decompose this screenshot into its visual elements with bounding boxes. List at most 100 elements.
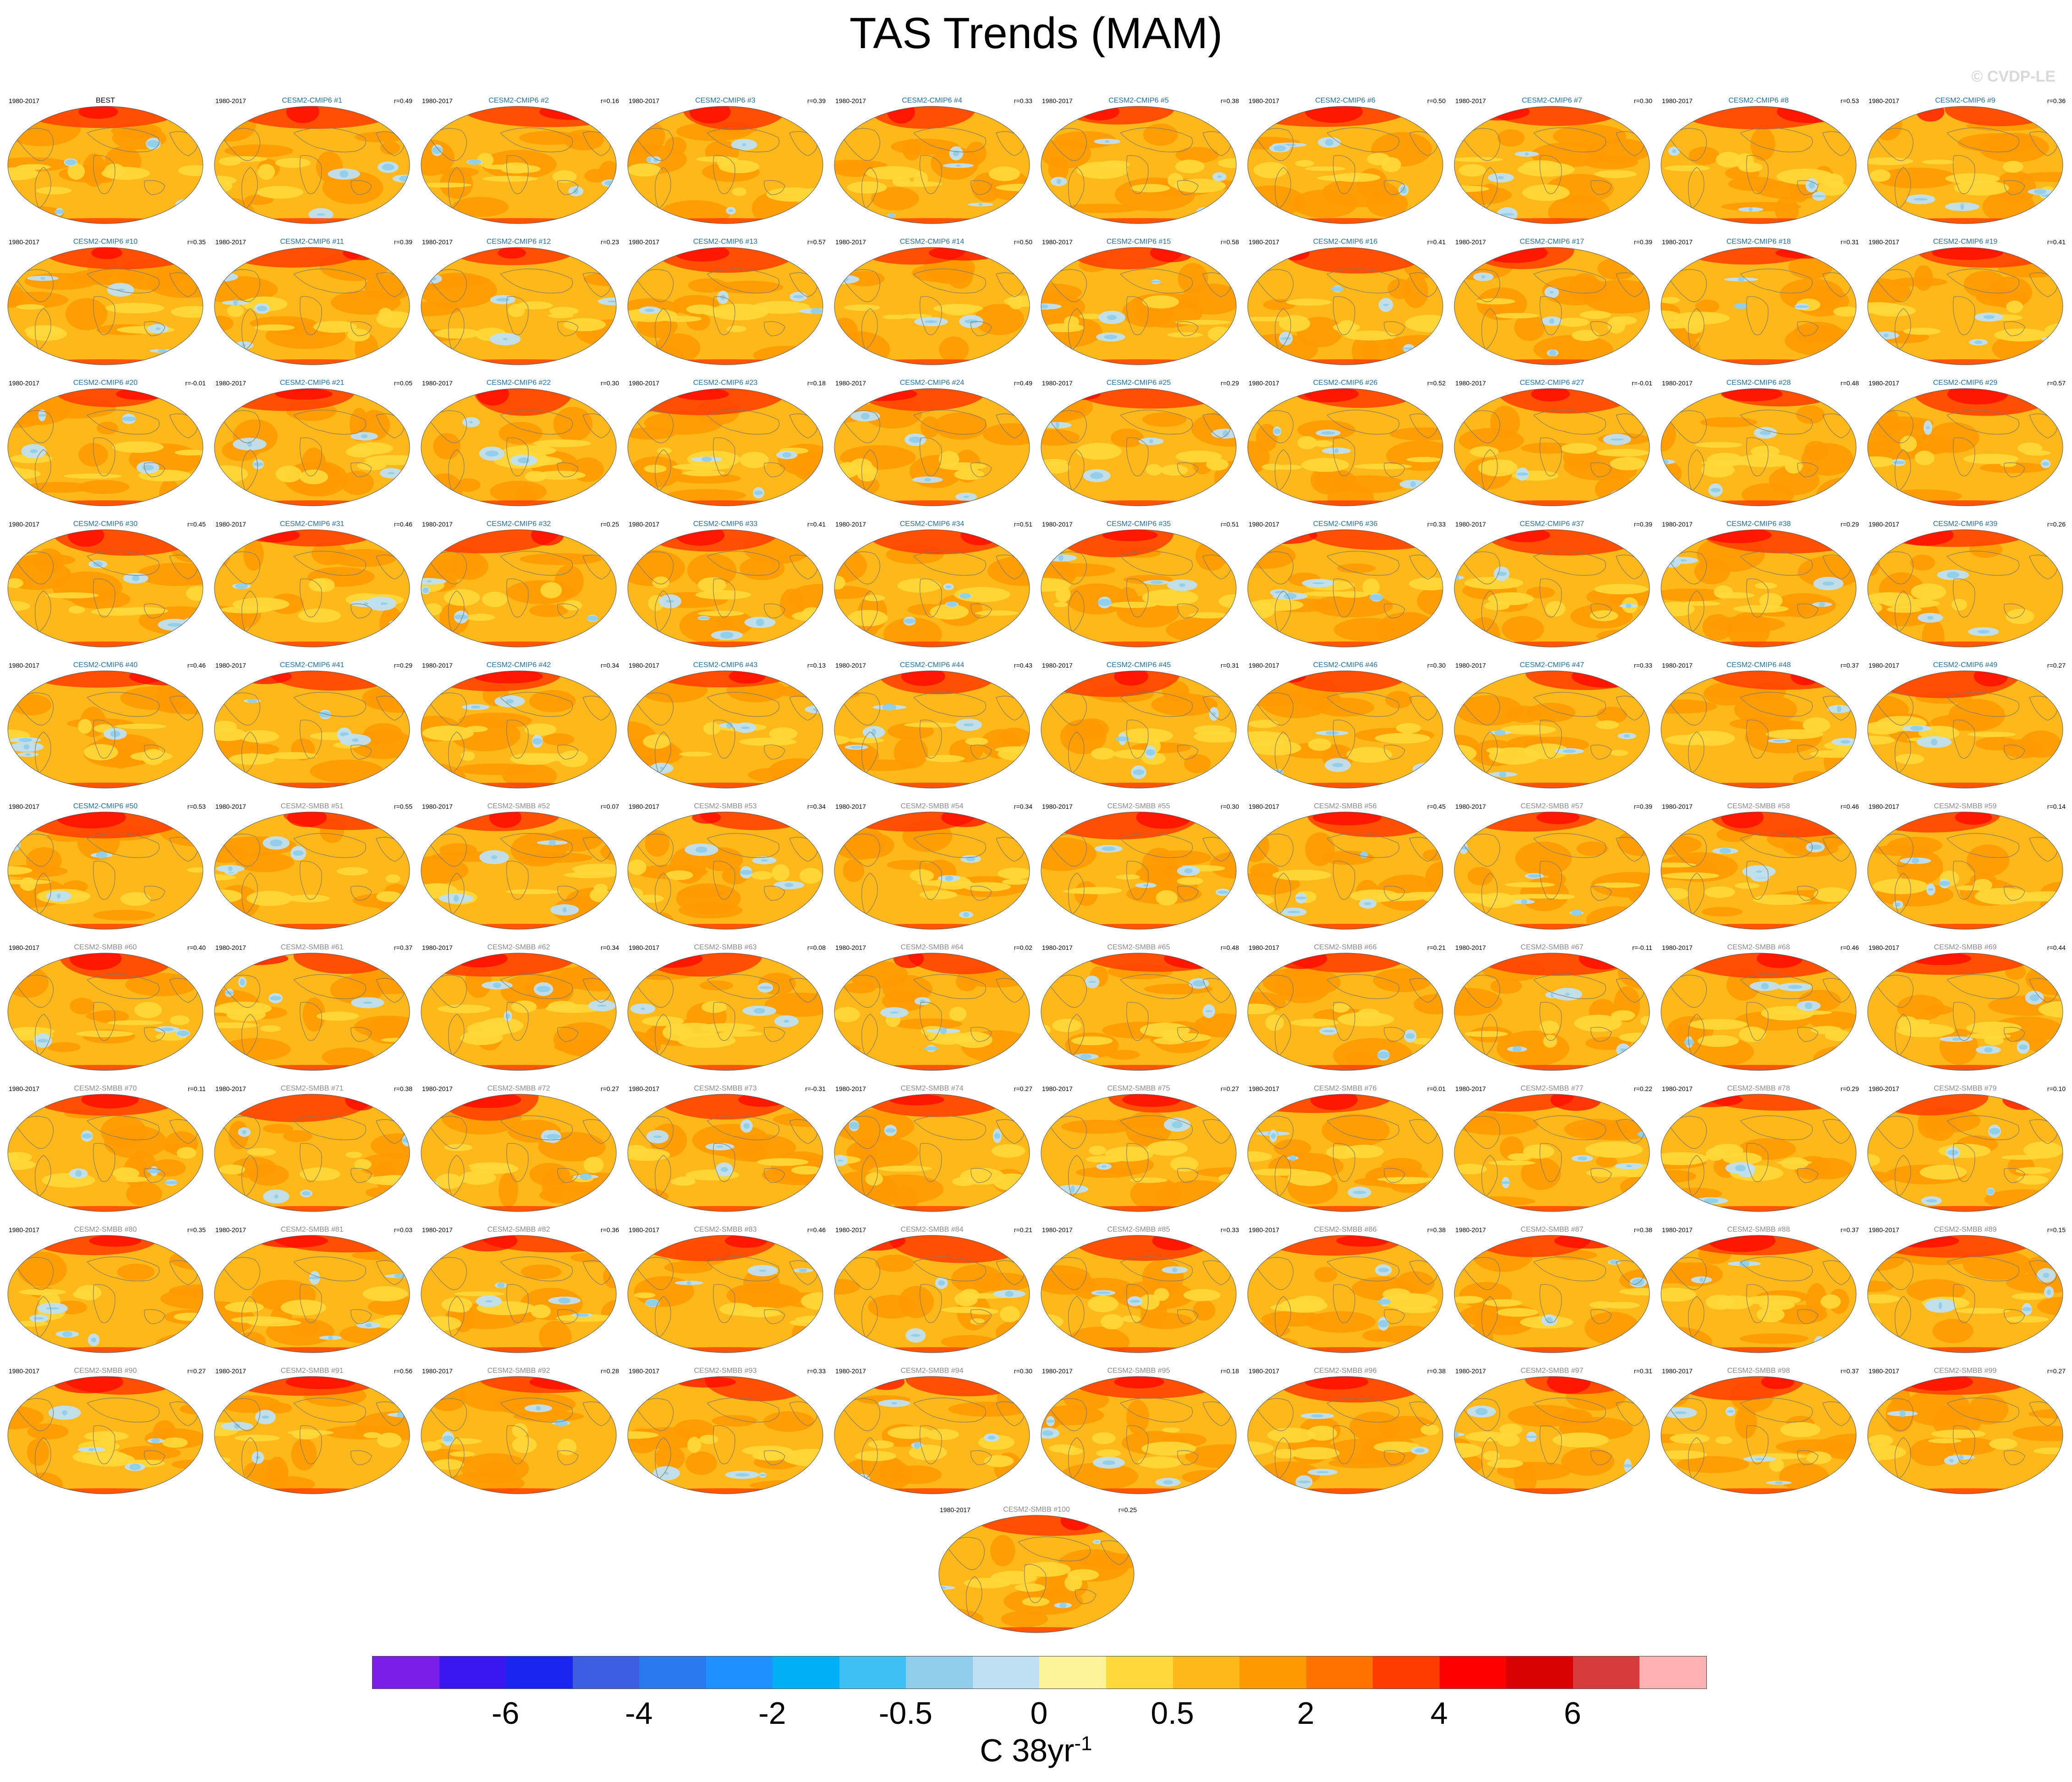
map-icon <box>834 811 1030 930</box>
colorbar-swatch <box>1239 1656 1306 1689</box>
map-icon <box>1867 388 2063 506</box>
panel-title: CESM2-SMBB #68 <box>1727 943 1790 951</box>
panel-title: CESM2-SMBB #71 <box>280 1085 344 1092</box>
map-icon <box>1661 1235 1857 1353</box>
panel-period: 1980-2017 <box>422 1367 453 1375</box>
panel-title: CESM2-CMIP6 #42 <box>486 661 551 669</box>
panel-correlation: r=0.23 <box>600 238 619 246</box>
panel-title: CESM2-SMBB #51 <box>280 802 344 810</box>
map-icon <box>834 106 1030 224</box>
panel-title: CESM2-CMIP6 #35 <box>1106 520 1171 528</box>
panel-correlation: r=0.51 <box>1014 521 1032 528</box>
panel-title: CESM2-CMIP6 #32 <box>486 520 551 528</box>
panel-title: CESM2-CMIP6 #9 <box>1935 97 1995 104</box>
map-icon <box>421 670 617 789</box>
panel-title: CESM2-SMBB #99 <box>1934 1367 1997 1375</box>
panel-correlation: r=0.31 <box>1220 662 1239 669</box>
panel-period: 1980-2017 <box>1042 1226 1073 1234</box>
map-panel: 1980-2017 CESM2-CMIP6 #6 r=0.50 <box>1242 97 1448 235</box>
panel-correlation: r=0.49 <box>1014 379 1032 387</box>
map-panel: 1980-2017 CESM2-CMIP6 #19 r=0.41 <box>1862 238 2068 376</box>
panel-title: CESM2-SMBB #100 <box>1003 1506 1070 1513</box>
map-icon <box>1247 953 1443 1071</box>
map-icon <box>1867 1376 2063 1494</box>
panel-correlation: r=0.34 <box>807 803 826 810</box>
panel-correlation: r=0.41 <box>2047 238 2066 246</box>
panel-correlation: r=0.39 <box>394 238 412 246</box>
panel-correlation: r=-0.01 <box>1632 379 1652 387</box>
panel-title: CESM2-SMBB #75 <box>1107 1085 1170 1092</box>
panel-correlation: r=0.35 <box>187 1226 206 1234</box>
map-icon <box>1454 1094 1650 1212</box>
panel-title: CESM2-SMBB #60 <box>74 943 137 951</box>
colorbar-swatch <box>839 1656 906 1689</box>
panel-title: CESM2-SMBB #85 <box>1107 1226 1170 1234</box>
panel-period: 1980-2017 <box>9 238 39 246</box>
colorbar-swatch <box>1439 1656 1507 1689</box>
panel-period: 1980-2017 <box>1042 521 1073 528</box>
panel-period: 1980-2017 <box>422 521 453 528</box>
panel-period: 1980-2017 <box>1869 238 1899 246</box>
map-icon <box>627 670 823 789</box>
map-icon <box>1247 106 1443 224</box>
panel-correlation: r=0.56 <box>394 1367 412 1375</box>
panel-title: CESM2-CMIP6 #48 <box>1726 661 1791 669</box>
map-icon <box>1454 670 1650 789</box>
panel-period: 1980-2017 <box>1455 1367 1486 1375</box>
panel-correlation: r=0.39 <box>807 97 826 104</box>
panel-title: CESM2-CMIP6 #46 <box>1313 661 1378 669</box>
map-icon <box>214 247 410 365</box>
panel-correlation: r=0.41 <box>807 521 826 528</box>
panel-correlation: r=0.49 <box>394 97 412 104</box>
map-panel: 1980-2017 CESM2-CMIP6 #35 r=0.51 <box>1036 521 1242 658</box>
colorbar-tick-label: 6 <box>1563 1696 1581 1731</box>
map-panel: 1980-2017 CESM2-SMBB #89 r=0.15 <box>1862 1226 2068 1364</box>
panel-correlation: r=0.30 <box>1014 1367 1032 1375</box>
panel-correlation: r=0.33 <box>807 1367 826 1375</box>
map-panel: 1980-2017 CESM2-CMIP6 #15 r=0.58 <box>1036 238 1242 376</box>
panel-title: CESM2-SMBB #80 <box>74 1226 137 1234</box>
map-panel: 1980-2017 CESM2-SMBB #53 r=0.34 <box>622 803 828 940</box>
map-icon <box>1041 953 1237 1071</box>
map-icon <box>1661 811 1857 930</box>
panel-title: CESM2-SMBB #76 <box>1314 1085 1377 1092</box>
panel-period: 1980-2017 <box>9 521 39 528</box>
map-panel: 1980-2017 CESM2-CMIP6 #2 r=0.16 <box>416 97 622 235</box>
panel-title: CESM2-CMIP6 #33 <box>693 520 758 528</box>
panel-correlation: r=0.21 <box>1014 1226 1032 1234</box>
panel-period: 1980-2017 <box>629 238 659 246</box>
panel-correlation: r=0.37 <box>1840 662 1859 669</box>
map-panel: 1980-2017 CESM2-CMIP6 #29 r=0.57 <box>1862 379 2068 517</box>
panel-title: CESM2-SMBB #72 <box>487 1085 550 1092</box>
map-icon <box>214 1376 410 1494</box>
map-panel: 1980-2017 CESM2-CMIP6 #21 r=0.05 <box>209 379 415 517</box>
panel-period: 1980-2017 <box>215 1085 246 1092</box>
map-panel: 1980-2017 CESM2-SMBB #88 r=0.37 <box>1655 1226 1862 1364</box>
map-panel: 1980-2017 CESM2-CMIP6 #49 r=0.27 <box>1862 662 2068 799</box>
panel-title: CESM2-SMBB #93 <box>694 1367 757 1375</box>
map-panel: 1980-2017 CESM2-CMIP6 #36 r=0.33 <box>1242 521 1448 658</box>
panel-period: 1980-2017 <box>1869 1085 1899 1092</box>
panel-title: CESM2-SMBB #64 <box>900 943 964 951</box>
map-panel: 1980-2017 CESM2-SMBB #64 r=0.02 <box>829 944 1035 1081</box>
map-icon <box>1041 529 1237 647</box>
map-panel: 1980-2017 CESM2-CMIP6 #47 r=0.33 <box>1449 662 1655 799</box>
panel-correlation: r=0.57 <box>807 238 826 246</box>
panel-title: CESM2-CMIP6 #7 <box>1522 97 1582 104</box>
panel-period: 1980-2017 <box>835 97 866 104</box>
panel-period: 1980-2017 <box>1249 944 1279 951</box>
map-icon <box>7 1094 203 1212</box>
map-panel: 1980-2017 CESM2-SMBB #82 r=0.36 <box>416 1226 622 1364</box>
map-icon <box>421 1094 617 1212</box>
panel-period: 1980-2017 <box>1662 521 1693 528</box>
map-panel: 1980-2017 CESM2-CMIP6 #27 r=-0.01 <box>1449 379 1655 517</box>
panel-correlation: r=0.27 <box>2047 1367 2066 1375</box>
map-icon <box>1661 1376 1857 1494</box>
colorbar-swatch <box>1173 1656 1240 1689</box>
panel-period: 1980-2017 <box>1249 662 1279 669</box>
panel-title: CESM2-SMBB #89 <box>1934 1226 1997 1234</box>
panel-title: CESM2-CMIP6 #27 <box>1519 379 1584 387</box>
map-panel: 1980-2017 CESM2-SMBB #67 r=-0.11 <box>1449 944 1655 1081</box>
map-panel: 1980-2017 CESM2-CMIP6 #4 r=0.33 <box>829 97 1035 235</box>
map-panel: 1980-2017 CESM2-SMBB #95 r=0.18 <box>1036 1367 1242 1505</box>
